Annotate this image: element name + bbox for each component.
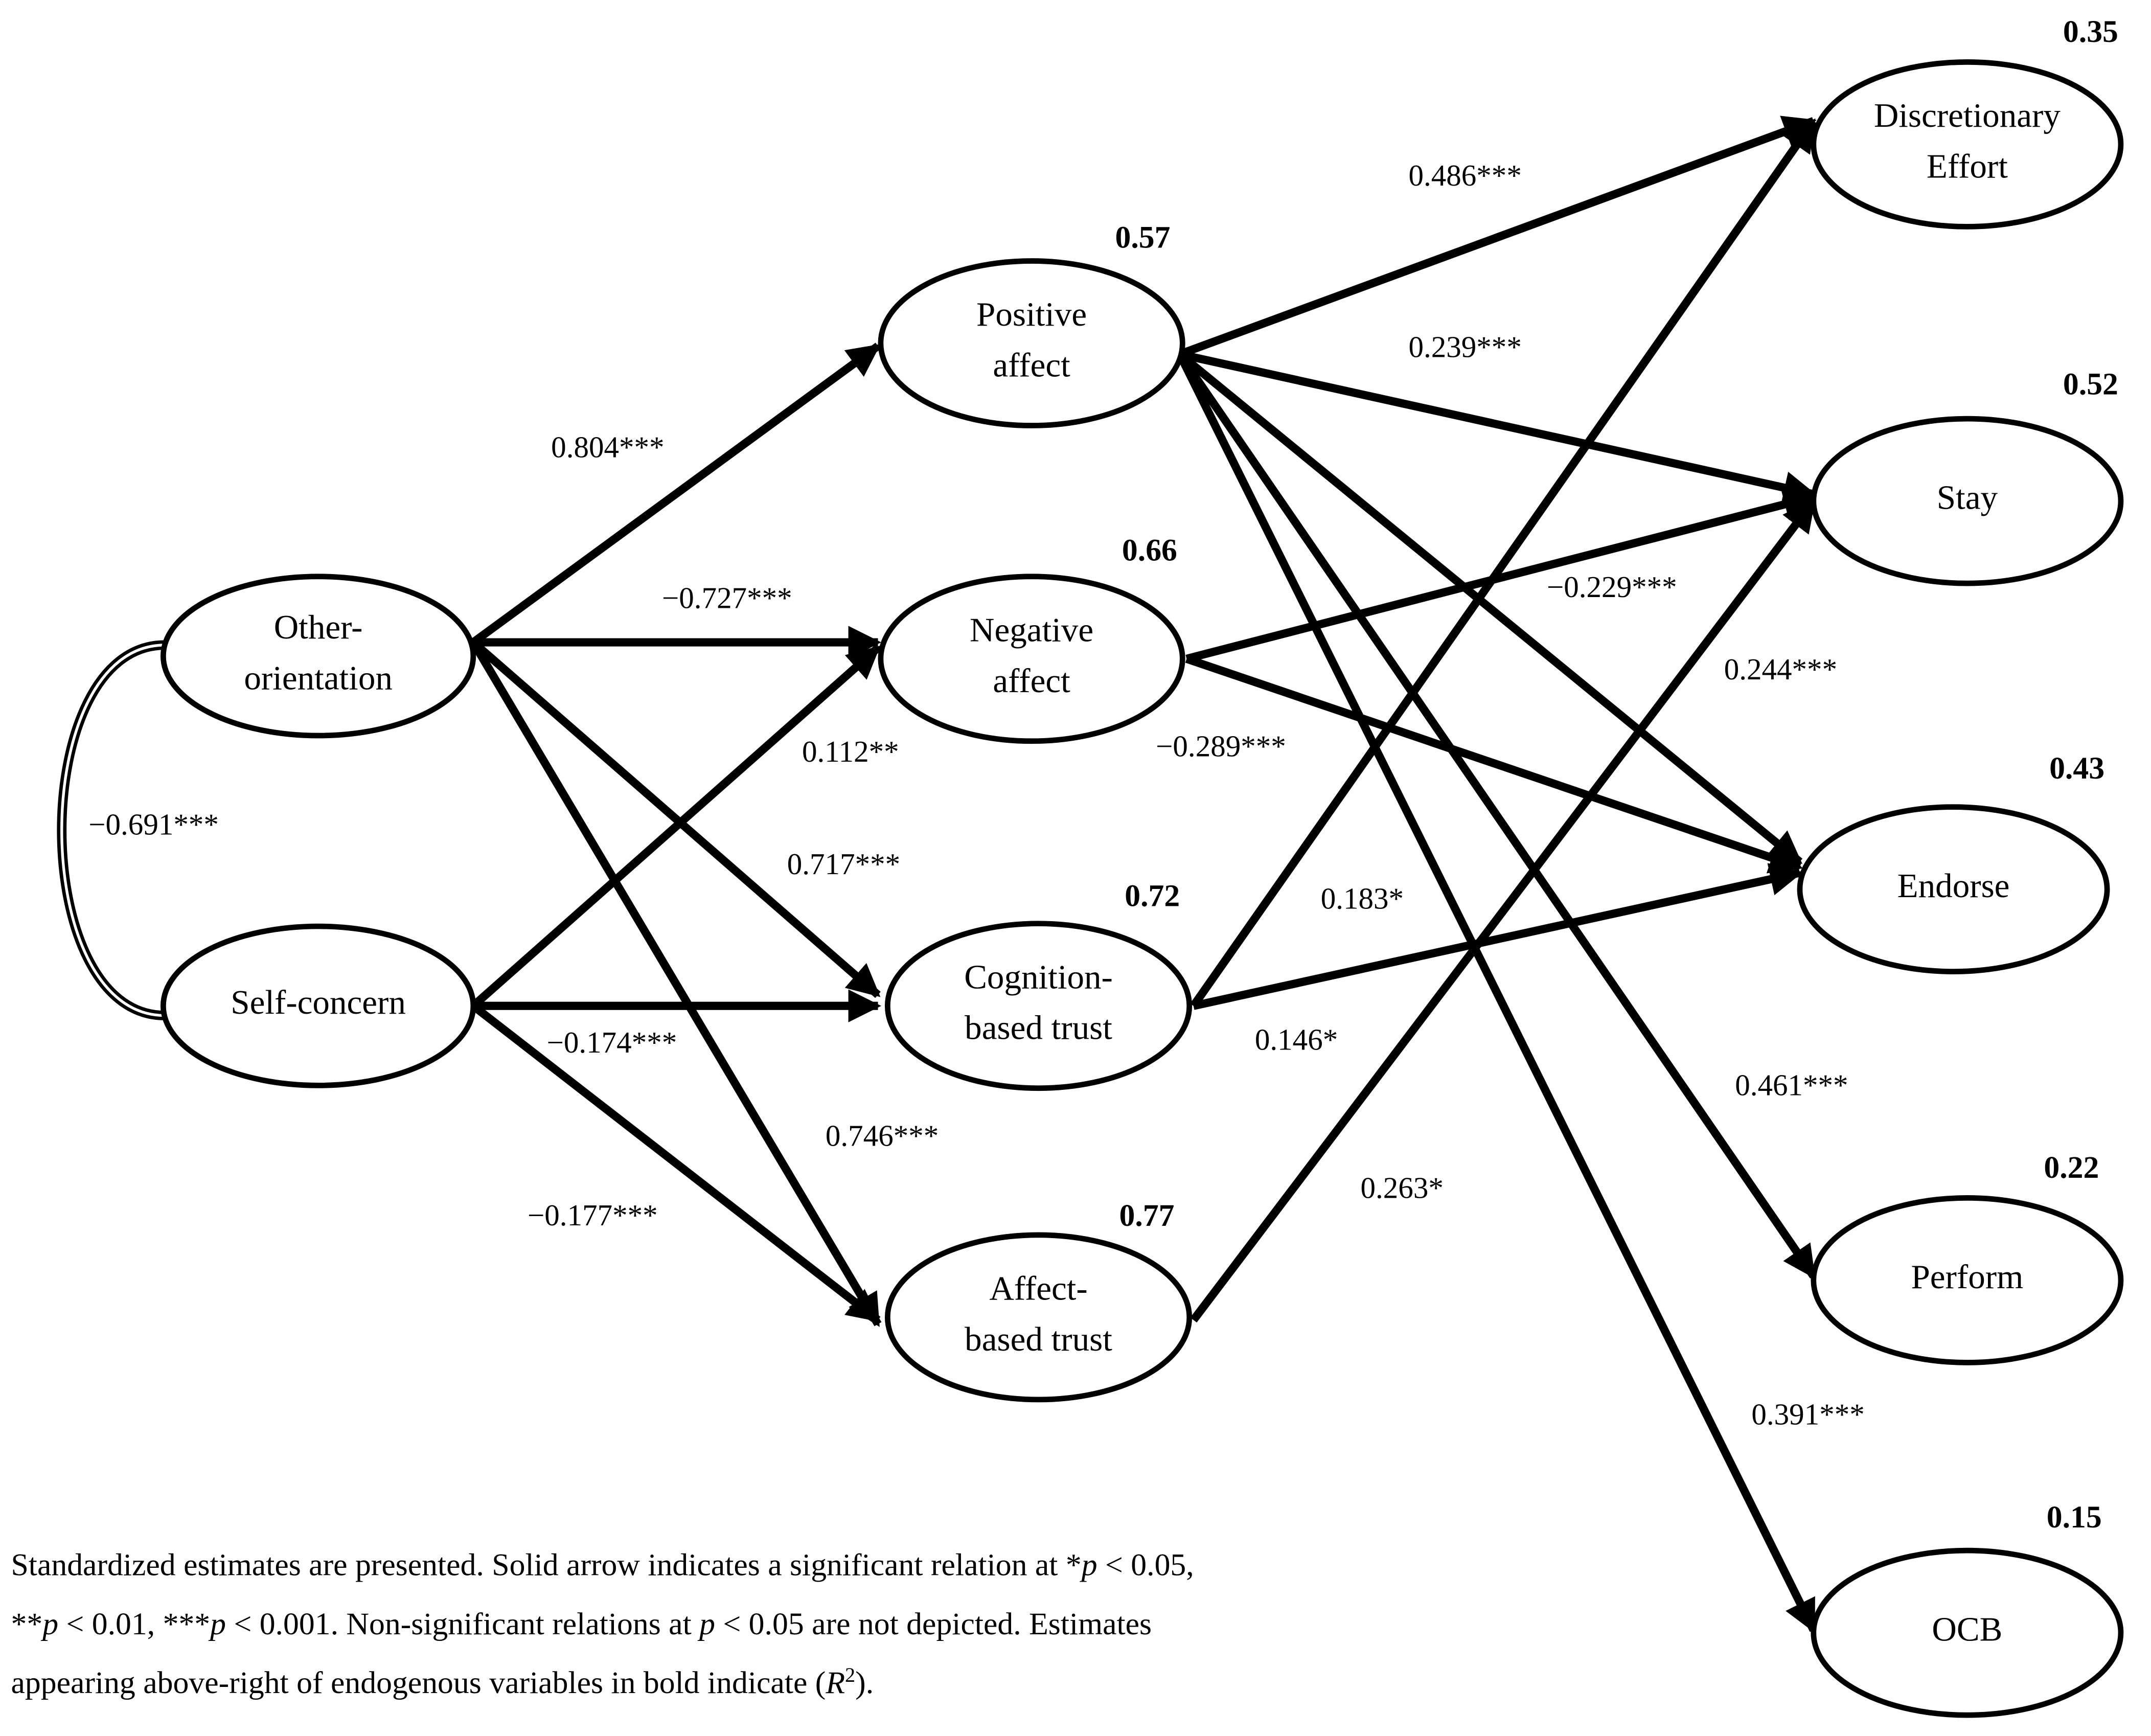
- footnote-run: < 0.001. Non-significant relations at: [226, 1607, 699, 1641]
- path-arrow: [470, 1002, 881, 1323]
- footnote-run: p: [697, 1607, 715, 1641]
- r-squared: 0.57: [1115, 220, 1170, 255]
- node-label: Effort: [1927, 147, 2008, 185]
- path-arrow: [470, 639, 881, 998]
- path-arrow: [471, 342, 881, 646]
- edge-label: 0.804***: [551, 430, 664, 464]
- footnote-run: p: [40, 1607, 58, 1641]
- path-arrow: [1190, 498, 1817, 1323]
- r-squared: 0.35: [2063, 14, 2118, 49]
- footnote-run: < 0.05 are not depicted. Estimates: [715, 1607, 1152, 1641]
- edge-label: 0.717***: [787, 847, 900, 881]
- variable-node: [884, 1232, 1193, 1403]
- node-label: OCB: [1932, 1610, 2002, 1649]
- edge-label: 0.183*: [1321, 881, 1404, 915]
- node-label: based trust: [965, 1320, 1112, 1358]
- edge-label: 0.146*: [1255, 1023, 1338, 1057]
- footnote-line: appearing above-right of endogenous vari…: [11, 1663, 874, 1700]
- node-label: Endorse: [1897, 866, 2010, 905]
- node-label: orientation: [244, 658, 393, 697]
- path-arrow: [1179, 350, 1817, 504]
- edge-label: 0.239***: [1408, 330, 1521, 363]
- footnote-line: Standardized estimates are presented. So…: [11, 1547, 1194, 1582]
- node-label: Affect-: [989, 1269, 1087, 1308]
- variable-node: [160, 574, 476, 739]
- edge-label: −0.727***: [662, 581, 792, 615]
- footnote-run: **: [11, 1607, 42, 1641]
- r-squared: 0.77: [1119, 1198, 1175, 1233]
- path-arrow: [1177, 351, 1803, 865]
- footnote-run: p: [208, 1607, 226, 1641]
- correlation-label: −0.691***: [88, 807, 219, 841]
- footnote-run: p: [1080, 1547, 1097, 1582]
- path-arrow: [1185, 655, 1803, 874]
- footnote-run: ).: [855, 1665, 874, 1700]
- footnote-run: Standardized estimates are presented. So…: [11, 1547, 1081, 1582]
- footnote-run: R: [825, 1665, 845, 1700]
- r-squared: 0.72: [1125, 879, 1180, 913]
- edge-label: −0.229***: [1547, 570, 1677, 604]
- r-squared: 0.52: [2063, 367, 2118, 402]
- node-label: Positive: [976, 295, 1087, 333]
- node-label: based trust: [965, 1009, 1112, 1047]
- edge-label: 0.391***: [1751, 1397, 1864, 1431]
- node-label: affect: [993, 346, 1070, 384]
- variable-node: [1797, 804, 2110, 974]
- edge-label: 0.112**: [802, 735, 899, 768]
- edge-label: 0.746***: [826, 1119, 939, 1153]
- path-arrow: [1193, 863, 1803, 1010]
- edge-label: −0.177***: [528, 1198, 658, 1232]
- footnote-line: **p < 0.01, ***p < 0.001. Non-significan…: [11, 1607, 1152, 1641]
- variable-node: [878, 258, 1185, 428]
- variable-node: [1811, 1547, 2124, 1718]
- edge-label: 0.263*: [1361, 1171, 1444, 1205]
- node-label: Self-concern: [231, 983, 406, 1021]
- variable-node: [884, 921, 1193, 1091]
- edge-label: −0.174***: [547, 1025, 677, 1059]
- path-arrow: [1176, 352, 1817, 1279]
- r-squared: 0.43: [2049, 751, 2104, 786]
- footnote-run: < 0.01, ***: [58, 1607, 210, 1641]
- correlation-arc-inner: [60, 644, 165, 1017]
- footnote-run: 2: [845, 1663, 855, 1686]
- variable-node: [160, 923, 476, 1088]
- edge-label: 0.486***: [1408, 158, 1521, 192]
- variable-node: [878, 574, 1185, 744]
- edge-label: 0.244***: [1724, 652, 1837, 686]
- footnote-run: appearing above-right of endogenous vari…: [11, 1665, 826, 1700]
- node-label: Negative: [970, 610, 1093, 649]
- path-arrow: [470, 645, 881, 1009]
- r-squared: 0.15: [2047, 1500, 2102, 1535]
- path-arrow: [469, 640, 882, 1327]
- path-arrow: [1176, 352, 1818, 1633]
- node-label: Stay: [1937, 478, 1998, 517]
- node-label: Perform: [1911, 1258, 2023, 1296]
- r-squared: 0.22: [2044, 1150, 2099, 1185]
- edge-label: −0.289***: [1156, 729, 1286, 763]
- path-arrow: [1185, 488, 1817, 663]
- node-label: Discretionary: [1874, 96, 2061, 134]
- r-squared: 0.66: [1122, 533, 1177, 567]
- footnote-run: < 0.05,: [1097, 1547, 1194, 1582]
- edge-label: 0.461***: [1735, 1068, 1848, 1102]
- node-label: affect: [993, 661, 1070, 700]
- path-arrow: [1178, 116, 1817, 358]
- node-label: Cognition-: [964, 957, 1113, 996]
- variable-node: [1811, 416, 2124, 586]
- variable-node: [1811, 59, 2124, 230]
- variable-node: [1811, 1195, 2124, 1365]
- path-arrow: [1190, 118, 1817, 1009]
- node-label: Other-: [274, 608, 363, 646]
